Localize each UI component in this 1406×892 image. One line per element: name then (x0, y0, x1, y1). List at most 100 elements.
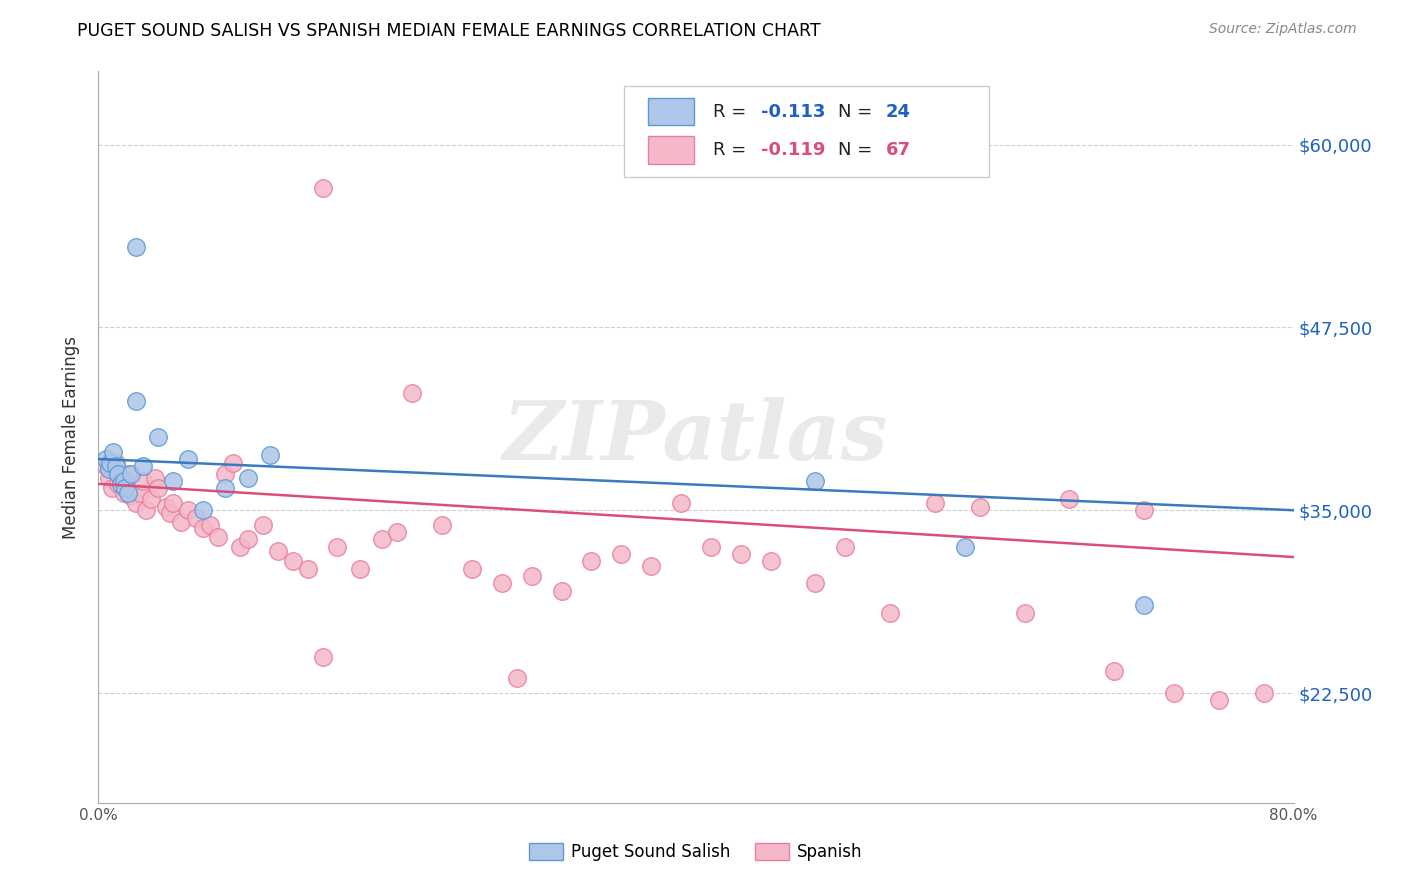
Point (148, 481, 170, 495)
Point (125, 496, 148, 510)
Point (491, 576, 513, 591)
Point (1133, 503, 1156, 517)
Point (311, 181, 333, 195)
Point (804, 474, 827, 488)
Point (114, 476, 136, 491)
Point (804, 576, 827, 591)
Point (1253, 686, 1275, 700)
Point (120, 467, 142, 481)
Legend: Puget Sound Salish, Spanish: Puget Sound Salish, Spanish (523, 836, 869, 868)
Point (110, 474, 132, 488)
FancyBboxPatch shape (648, 136, 693, 163)
Point (267, 544, 290, 558)
Point (191, 521, 214, 535)
Point (520, 569, 543, 583)
Point (107, 476, 129, 491)
Point (349, 562, 371, 576)
Point (125, 393, 148, 408)
Point (1059, 491, 1081, 506)
Point (132, 474, 155, 488)
Text: 67: 67 (886, 141, 911, 159)
Point (259, 448, 281, 462)
Text: ZIPatlas: ZIPatlas (503, 397, 889, 477)
Point (669, 496, 692, 510)
Point (94, 452, 117, 467)
Point (229, 540, 252, 554)
Point (1163, 686, 1185, 700)
Point (132, 459, 155, 474)
Point (135, 503, 157, 517)
Text: -0.113: -0.113 (761, 103, 825, 120)
Point (506, 672, 529, 686)
Point (385, 525, 409, 540)
Text: -0.119: -0.119 (761, 141, 825, 159)
Point (1208, 693, 1230, 707)
Point (297, 562, 319, 576)
Point (101, 481, 124, 495)
Point (281, 554, 304, 568)
Point (1104, 664, 1126, 678)
Point (97, 462, 120, 476)
Point (252, 517, 274, 532)
Point (461, 562, 484, 576)
Point (1133, 599, 1156, 613)
Point (114, 481, 136, 495)
Point (581, 554, 603, 568)
Y-axis label: Median Female Earnings: Median Female Earnings (62, 335, 80, 539)
Point (191, 503, 214, 517)
Point (222, 457, 245, 471)
Point (103, 444, 125, 458)
Text: R =: R = (713, 103, 752, 120)
Point (236, 533, 259, 547)
Point (103, 462, 125, 476)
Point (112, 485, 135, 500)
Text: N =: N = (838, 141, 879, 159)
Point (120, 489, 142, 503)
Point (200, 517, 222, 532)
Point (143, 471, 166, 485)
Point (155, 500, 177, 515)
Point (112, 474, 135, 488)
Point (401, 386, 423, 401)
Point (98, 457, 122, 471)
Point (311, 649, 333, 664)
Point (550, 583, 572, 598)
Point (159, 506, 181, 520)
Point (214, 481, 236, 495)
Point (169, 515, 191, 529)
Point (162, 474, 184, 488)
Text: R =: R = (713, 141, 752, 159)
Point (236, 471, 259, 485)
Point (326, 540, 349, 554)
Point (177, 452, 200, 467)
Point (125, 240, 148, 254)
Point (177, 503, 200, 517)
Text: 24: 24 (886, 103, 911, 120)
Point (117, 485, 139, 500)
Point (105, 457, 128, 471)
Point (105, 459, 128, 474)
Point (117, 467, 139, 481)
FancyBboxPatch shape (624, 86, 988, 178)
Text: N =: N = (838, 103, 879, 120)
Point (207, 530, 229, 544)
Point (953, 540, 976, 554)
Point (640, 558, 662, 573)
Point (834, 540, 856, 554)
Point (139, 491, 162, 506)
Point (730, 547, 752, 561)
Point (700, 540, 723, 554)
Point (148, 430, 170, 444)
Point (214, 467, 236, 481)
Point (107, 467, 129, 481)
Point (879, 606, 901, 620)
Point (969, 500, 991, 515)
Point (162, 496, 184, 510)
Point (110, 476, 132, 491)
Text: PUGET SOUND SALISH VS SPANISH MEDIAN FEMALE EARNINGS CORRELATION CHART: PUGET SOUND SALISH VS SPANISH MEDIAN FEM… (77, 22, 821, 40)
Point (924, 496, 946, 510)
Point (184, 510, 207, 524)
FancyBboxPatch shape (648, 98, 693, 126)
Point (129, 485, 152, 500)
Point (94, 459, 117, 474)
